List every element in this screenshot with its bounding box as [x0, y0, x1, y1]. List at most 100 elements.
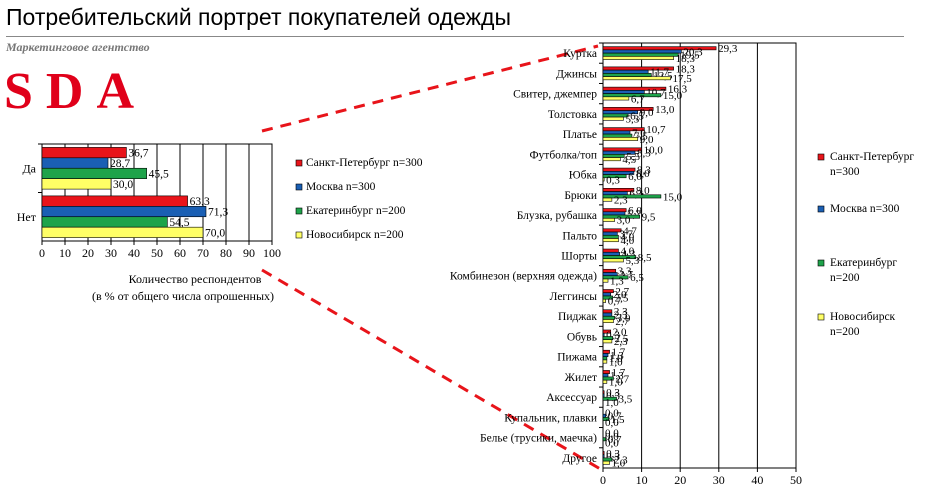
data-label: 6,5 — [630, 272, 644, 284]
bar — [41, 195, 188, 207]
legend-swatch — [817, 313, 825, 321]
x-tick-label: 60 — [174, 246, 186, 260]
bar — [602, 312, 613, 317]
data-label: 15,0 — [663, 191, 683, 203]
bar — [602, 69, 649, 74]
bar — [41, 216, 168, 228]
bar — [41, 167, 147, 179]
category-label: Футболка/топ — [529, 149, 597, 161]
data-label: 1,0 — [605, 397, 619, 409]
callout-line-bottom — [261, 268, 603, 472]
bar — [602, 457, 613, 462]
bar — [602, 234, 619, 239]
data-label: 4,0 — [620, 245, 634, 257]
category-label: Блузка, рубашка — [517, 210, 597, 222]
data-label: 3,7 — [619, 228, 633, 240]
category-label: Купальник, плавки — [504, 412, 597, 424]
bar — [602, 379, 608, 384]
data-label: 3,0 — [617, 313, 631, 325]
yes-no-chart-legend: Санкт-Петербург n=300 Москва n=300 Екатери… — [295, 157, 423, 241]
legend-label: Санкт-Петербург — [830, 151, 914, 163]
legend-label: Екатеринбург n=200 — [306, 205, 406, 217]
x-tick-label: 30 — [105, 246, 117, 260]
bar — [602, 174, 627, 179]
category-label: Шорты — [561, 251, 597, 263]
data-label: 3,5 — [619, 394, 633, 406]
data-label: 8,0 — [636, 185, 650, 197]
data-label: 15,0 — [663, 90, 683, 102]
data-label: 63,3 — [190, 196, 210, 208]
bar — [602, 154, 625, 158]
data-label: 11,7 — [650, 67, 669, 79]
data-label: 1,0 — [609, 356, 623, 368]
bar — [602, 393, 605, 398]
data-label: 0,7 — [608, 434, 622, 446]
data-label: 3,0 — [617, 215, 631, 227]
category-label: Пижама — [557, 352, 597, 364]
bar — [602, 238, 619, 243]
data-label: 6,0 — [628, 171, 642, 183]
data-label: 0,3 — [606, 174, 620, 186]
bar — [602, 356, 608, 361]
page-title: Потребительский портрет покупателей одеж… — [6, 4, 512, 30]
category-label: Аксессуар — [546, 392, 597, 404]
category-label: Жилет — [565, 372, 597, 384]
data-label: 10,7 — [646, 124, 666, 136]
category-label: Комбинезон (верхняя одежда) — [450, 271, 597, 283]
data-label: 5,5 — [626, 151, 640, 163]
legend-swatch — [817, 259, 825, 267]
data-label: 1,7 — [612, 347, 626, 359]
data-label: 1,0 — [612, 458, 626, 470]
legend-label: Москва n=300 — [306, 181, 376, 193]
bar — [602, 359, 608, 364]
agency-caption: Маркетинговое агентство — [6, 40, 150, 54]
x-axis-title-line2: (в % от общего числа опрошенных) — [92, 289, 274, 303]
yes-no-bar-chart: 0 10 20 30 40 50 60 70 80 90 100 Да 36,728,7 45,5 30,0… — [17, 143, 281, 303]
bar — [602, 113, 629, 118]
data-label: 0,7 — [608, 296, 622, 308]
legend-swatch — [295, 159, 303, 167]
x-tick-label: 10 — [59, 246, 71, 260]
bar — [602, 376, 614, 381]
bar — [602, 339, 613, 344]
data-label: 20,3 — [683, 46, 703, 58]
data-label: 6,5 — [630, 110, 644, 122]
data-label: 28,7 — [110, 158, 130, 170]
category-label: Нет — [17, 210, 37, 224]
data-label: 0,0 — [605, 417, 619, 429]
bar — [602, 390, 605, 395]
data-label: 6,7 — [631, 93, 645, 105]
bar — [602, 214, 640, 219]
category-label: Леггинсы — [550, 291, 598, 303]
data-label: 0,3 — [606, 448, 620, 460]
data-label: 18,3 — [676, 53, 696, 65]
data-label: 19,5 — [680, 50, 700, 62]
legend-label-n: n=200 — [830, 272, 860, 284]
legend-label: Москва n=300 — [830, 203, 900, 215]
bar — [602, 194, 662, 199]
x-tick-label: 100 — [263, 246, 281, 260]
data-label: 2,0 — [613, 289, 627, 301]
category-label: Платье — [563, 129, 597, 141]
bar — [602, 268, 617, 273]
legend-label-n: n=200 — [830, 326, 860, 338]
data-label: 1,0 — [609, 353, 623, 365]
x-tick-label: 50 — [151, 246, 163, 260]
data-label: 10,0 — [644, 144, 664, 156]
data-label: 0,0 — [605, 437, 619, 449]
bar — [602, 157, 621, 162]
category-label: Обувь — [567, 331, 597, 343]
legend-swatch — [295, 207, 303, 215]
data-label: 18,3 — [676, 63, 696, 75]
clothing-chart-legend: Санкт-Петербург n=300 Москва n=300 Екатерин… — [817, 151, 914, 338]
bar — [602, 417, 610, 421]
zoom-callout-lines — [261, 44, 603, 472]
bar — [602, 278, 609, 283]
x-tick-label: 70 — [197, 246, 209, 260]
bar — [602, 336, 613, 340]
data-label: 4,5 — [622, 154, 636, 166]
bar — [602, 56, 674, 60]
data-label: 3,3 — [618, 266, 632, 278]
legend-swatch — [817, 153, 825, 161]
data-label: 2,7 — [615, 286, 629, 298]
